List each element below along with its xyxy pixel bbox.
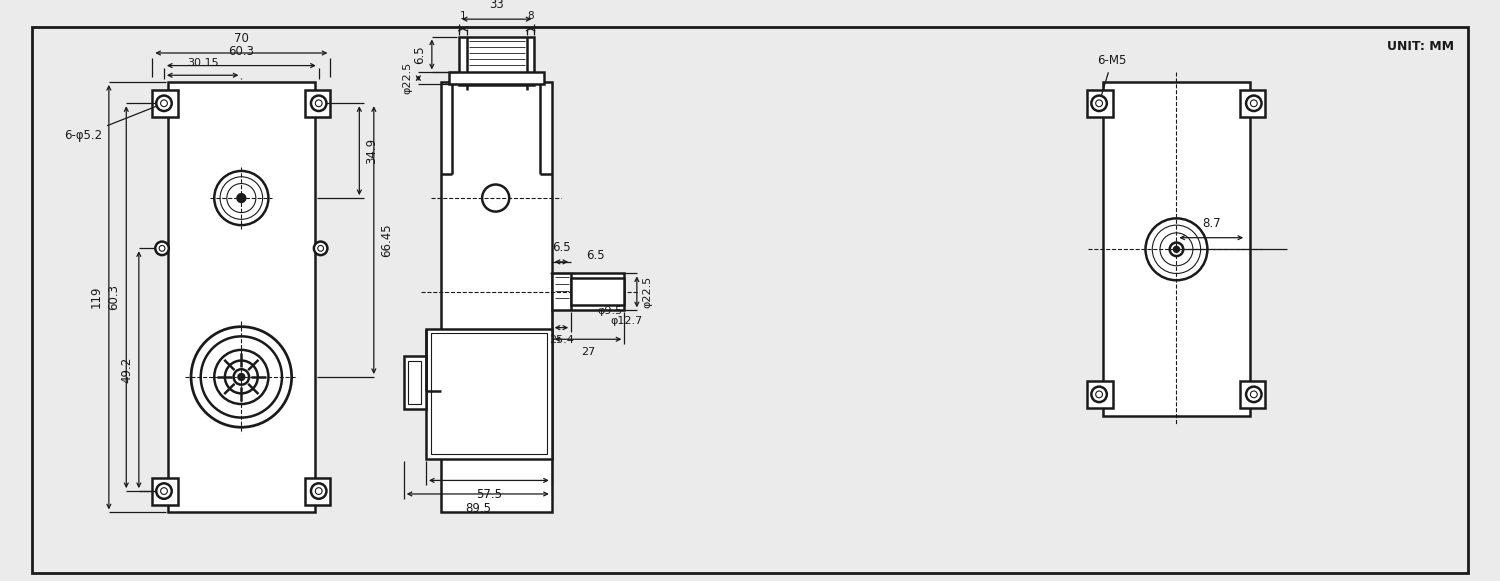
Circle shape [310, 95, 327, 111]
Bar [153, 89, 177, 117]
Text: 49.2: 49.2 [120, 357, 134, 383]
Circle shape [1246, 386, 1262, 402]
Bar [168, 82, 315, 512]
Bar [450, 73, 544, 84]
Text: 6.5: 6.5 [413, 45, 426, 64]
Bar [1102, 82, 1250, 415]
Bar [1240, 381, 1266, 408]
Bar [1240, 89, 1266, 117]
Circle shape [156, 242, 170, 255]
Text: 30.15: 30.15 [188, 58, 219, 67]
Text: 6.5: 6.5 [552, 241, 570, 254]
Circle shape [1092, 95, 1107, 111]
Bar [408, 361, 422, 404]
Bar [572, 278, 624, 306]
Bar [304, 478, 330, 505]
Bar [441, 82, 552, 512]
Text: 34.9: 34.9 [364, 138, 378, 164]
Text: 60.3: 60.3 [228, 45, 255, 58]
Circle shape [314, 242, 327, 255]
Text: 1: 1 [459, 11, 466, 21]
Bar [426, 329, 552, 459]
Circle shape [237, 194, 244, 202]
Text: 6-φ5.2: 6-φ5.2 [64, 105, 162, 142]
Circle shape [1092, 386, 1107, 402]
Bar [1088, 381, 1113, 408]
Bar [552, 274, 624, 310]
Text: 27: 27 [580, 347, 596, 357]
Text: 60.3: 60.3 [108, 284, 120, 310]
Circle shape [1174, 247, 1179, 252]
Circle shape [310, 483, 327, 499]
Bar [153, 478, 177, 505]
Text: 6-M5: 6-M5 [1096, 54, 1126, 101]
Circle shape [238, 374, 244, 380]
Text: 70: 70 [234, 33, 249, 45]
Text: 66.45: 66.45 [380, 223, 393, 257]
Text: 8: 8 [526, 11, 534, 21]
Text: φ12.7: φ12.7 [610, 316, 644, 326]
Bar [430, 333, 548, 454]
Text: 119: 119 [90, 286, 104, 309]
Text: φ22.5: φ22.5 [402, 62, 412, 94]
Bar [304, 89, 330, 117]
Text: UNIT: MM: UNIT: MM [1388, 41, 1454, 53]
Text: φ22.5: φ22.5 [642, 276, 652, 308]
Text: 57.5: 57.5 [476, 488, 502, 501]
Text: 33: 33 [489, 0, 504, 12]
Text: 89.5: 89.5 [465, 502, 490, 515]
Bar [404, 356, 426, 409]
Circle shape [156, 483, 171, 499]
Text: φ9.5: φ9.5 [597, 306, 622, 316]
Text: 8.7: 8.7 [1202, 217, 1221, 230]
Text: 25.4: 25.4 [549, 335, 574, 345]
Circle shape [1246, 95, 1262, 111]
Bar [1088, 89, 1113, 117]
Bar [459, 37, 534, 85]
Circle shape [156, 95, 171, 111]
Text: 6.5: 6.5 [586, 249, 604, 262]
